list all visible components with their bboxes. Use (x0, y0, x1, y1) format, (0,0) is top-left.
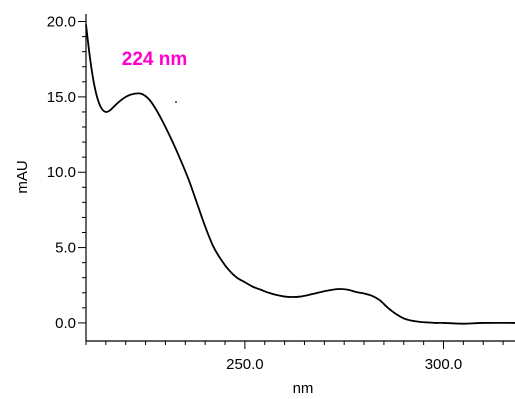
y-tick-label: 15.0 (47, 89, 76, 106)
y-axis-title: mAU (14, 160, 31, 193)
y-tick-label: 20.0 (47, 14, 76, 31)
x-tick-label: 300.0 (425, 356, 463, 373)
chart-lines (85, 24, 515, 325)
chart-ticks: 0.0 5.0 10.0 15.0 20.0 250.0 300.0 (47, 14, 504, 373)
spectrum-line (85, 24, 515, 325)
annotation-label: 224 nm (122, 49, 187, 70)
stray-dot (175, 101, 177, 103)
x-tick-label: 250.0 (226, 356, 264, 373)
y-tick-label: 5.0 (55, 240, 76, 257)
y-tick-label: 10.0 (47, 164, 76, 181)
x-axis-title: nm (293, 380, 314, 397)
y-tick-label: 0.0 (55, 315, 76, 332)
